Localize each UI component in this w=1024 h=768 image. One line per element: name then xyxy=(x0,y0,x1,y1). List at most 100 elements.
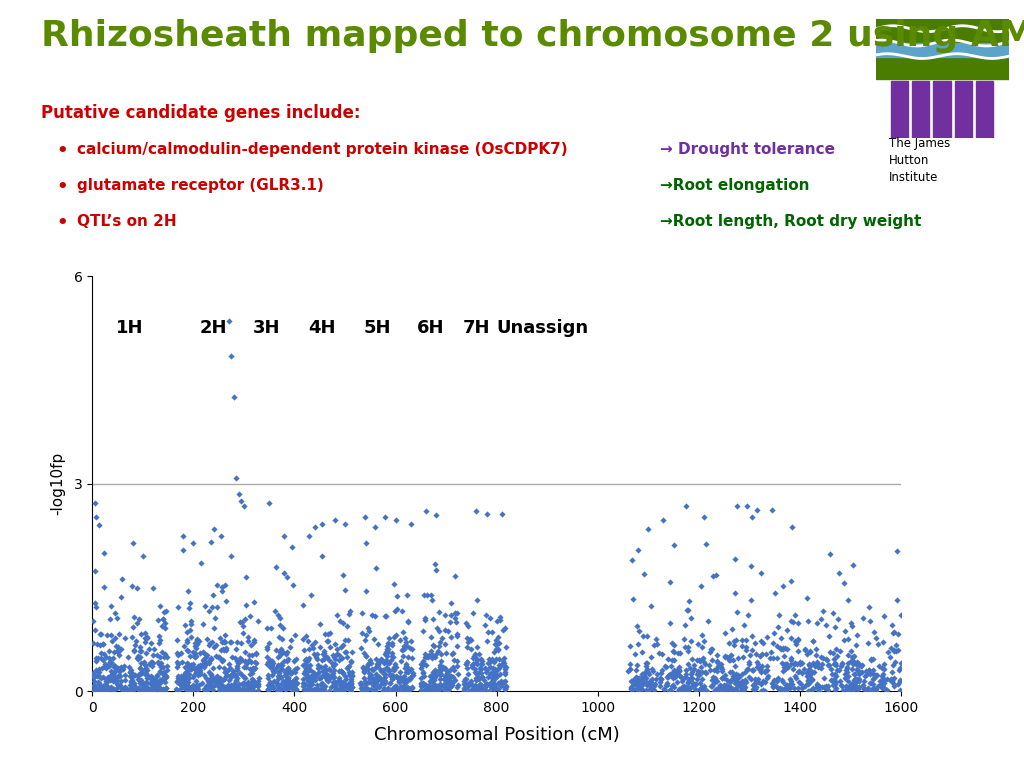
Point xyxy=(817,653,834,665)
Point xyxy=(170,601,186,613)
Point xyxy=(689,673,706,685)
Point xyxy=(676,685,692,697)
Point xyxy=(122,670,138,683)
Point xyxy=(873,679,890,691)
Point xyxy=(404,682,421,694)
Point xyxy=(183,660,200,672)
Point xyxy=(379,643,395,655)
Point xyxy=(794,657,810,669)
Point xyxy=(188,664,205,677)
Point xyxy=(340,608,356,621)
Point xyxy=(244,682,260,694)
Point xyxy=(770,671,786,684)
Point xyxy=(308,682,325,694)
Point xyxy=(417,684,433,696)
Point xyxy=(400,615,417,627)
Point xyxy=(283,667,299,680)
Point xyxy=(381,657,397,669)
Point xyxy=(213,644,229,657)
Point xyxy=(662,576,678,588)
Point xyxy=(786,657,803,669)
Point xyxy=(843,677,859,690)
Point xyxy=(695,684,712,697)
Point xyxy=(778,682,795,694)
Point xyxy=(473,670,489,683)
Point xyxy=(307,668,324,680)
Point xyxy=(487,663,504,675)
Point xyxy=(123,682,139,694)
Point xyxy=(122,679,138,691)
Point xyxy=(791,676,807,688)
Point xyxy=(353,641,370,654)
Point xyxy=(802,646,818,658)
Point xyxy=(493,678,509,690)
Point xyxy=(873,682,890,694)
Point xyxy=(237,613,253,625)
Point xyxy=(224,684,241,697)
Point xyxy=(460,636,476,648)
Point xyxy=(380,643,396,655)
Point xyxy=(202,637,218,649)
Point xyxy=(495,676,511,688)
Point xyxy=(403,670,420,682)
Point xyxy=(158,617,174,629)
Point xyxy=(435,680,452,692)
Point xyxy=(461,685,477,697)
Point xyxy=(245,679,261,691)
Point xyxy=(838,624,854,637)
Point xyxy=(189,637,206,650)
Point xyxy=(174,675,190,687)
Point xyxy=(680,641,696,653)
Point xyxy=(288,629,304,641)
Point xyxy=(792,658,808,670)
Point xyxy=(139,682,156,694)
Point xyxy=(247,662,263,674)
Point xyxy=(680,681,696,694)
Point xyxy=(846,667,862,680)
Point xyxy=(244,677,260,689)
Point xyxy=(820,631,837,643)
Point xyxy=(117,669,133,681)
Point xyxy=(874,668,891,680)
Point xyxy=(742,560,759,572)
Point xyxy=(634,675,650,687)
Point xyxy=(217,636,233,648)
Point xyxy=(271,683,288,695)
Point xyxy=(357,675,374,687)
Point xyxy=(671,683,687,695)
Point xyxy=(297,684,313,696)
Point xyxy=(343,674,359,687)
Point xyxy=(211,684,227,696)
Point xyxy=(722,666,738,678)
Point xyxy=(893,608,909,621)
Point xyxy=(715,684,731,696)
Point xyxy=(217,644,233,656)
Point xyxy=(655,514,672,526)
Point xyxy=(413,661,429,674)
Point xyxy=(250,678,266,690)
Point xyxy=(86,681,102,694)
Point xyxy=(779,624,796,636)
Point xyxy=(175,677,191,690)
Point xyxy=(850,657,866,669)
Point xyxy=(666,538,682,551)
Point xyxy=(105,675,122,687)
Point xyxy=(274,675,291,687)
Point xyxy=(172,672,188,684)
Point xyxy=(483,679,500,691)
Point xyxy=(134,678,151,690)
Point xyxy=(310,683,327,695)
Point xyxy=(824,667,841,680)
Point xyxy=(368,673,384,685)
Point xyxy=(727,677,743,690)
Point xyxy=(809,656,825,668)
Point xyxy=(801,677,817,689)
Point xyxy=(696,635,713,647)
Point xyxy=(654,648,671,660)
Point xyxy=(274,678,291,690)
Point xyxy=(114,591,130,603)
Point xyxy=(295,659,311,671)
Point xyxy=(184,684,201,696)
Point xyxy=(799,648,815,660)
Point xyxy=(223,680,240,693)
